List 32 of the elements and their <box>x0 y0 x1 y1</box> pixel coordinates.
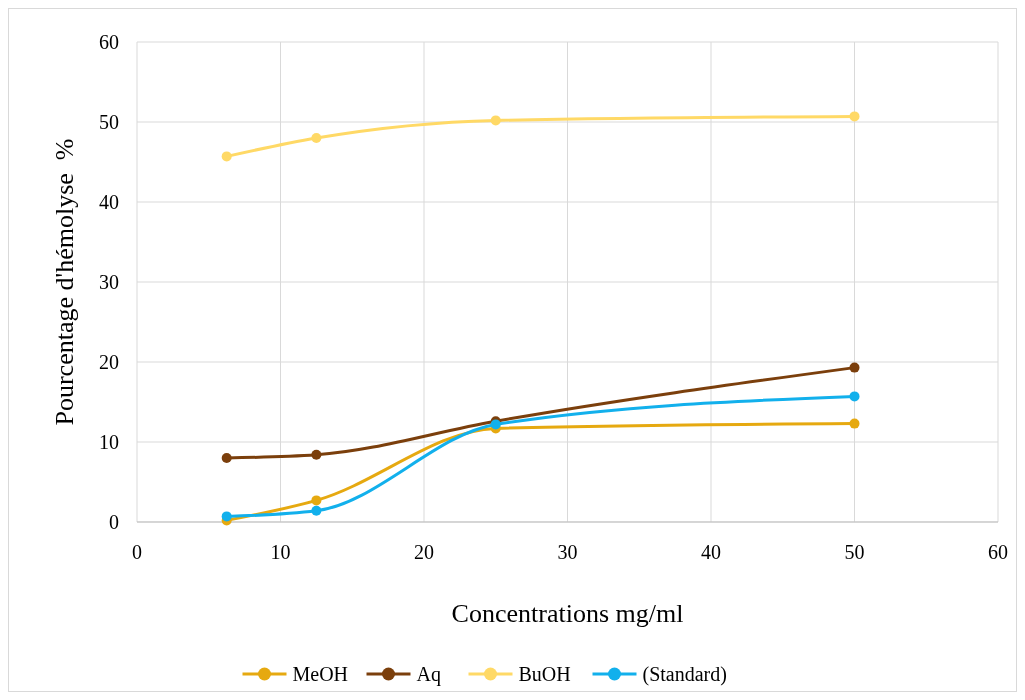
point <box>849 362 860 373</box>
legend-label: MeOH <box>292 663 349 685</box>
point <box>221 511 232 522</box>
x-axis-title: Concentrations mg/ml <box>451 599 684 628</box>
point <box>221 151 232 162</box>
point <box>311 505 322 516</box>
point <box>490 115 501 126</box>
point <box>311 133 322 143</box>
point <box>311 449 322 460</box>
y-tick-label: 50 <box>99 111 119 133</box>
legend-label: BuOH <box>518 663 571 685</box>
x-tick-label: 20 <box>414 541 434 563</box>
point <box>849 418 860 429</box>
point <box>849 391 860 402</box>
x-tick-label: 0 <box>132 541 142 563</box>
x-tick-label: 40 <box>701 541 721 563</box>
legend-label: Aq <box>416 663 441 686</box>
y-tick-label: 0 <box>109 511 119 533</box>
x-tick-label: 30 <box>557 541 578 563</box>
y-tick-label: 10 <box>99 431 119 453</box>
x-tick-label: 50 <box>844 541 865 563</box>
y-tick-label: 20 <box>99 351 119 373</box>
x-tick-label: 10 <box>270 541 291 563</box>
point <box>311 495 322 506</box>
y-tick-label: 40 <box>99 191 119 213</box>
y-tick-label: 60 <box>99 31 119 53</box>
y-tick-label: 30 <box>99 271 119 293</box>
y-axis-title: Pourcentage d'hémolyse % <box>50 138 79 426</box>
legend-label: (Standard) <box>642 663 727 686</box>
point <box>849 111 860 122</box>
point <box>221 453 232 463</box>
x-tick-label: 60 <box>988 541 1008 563</box>
